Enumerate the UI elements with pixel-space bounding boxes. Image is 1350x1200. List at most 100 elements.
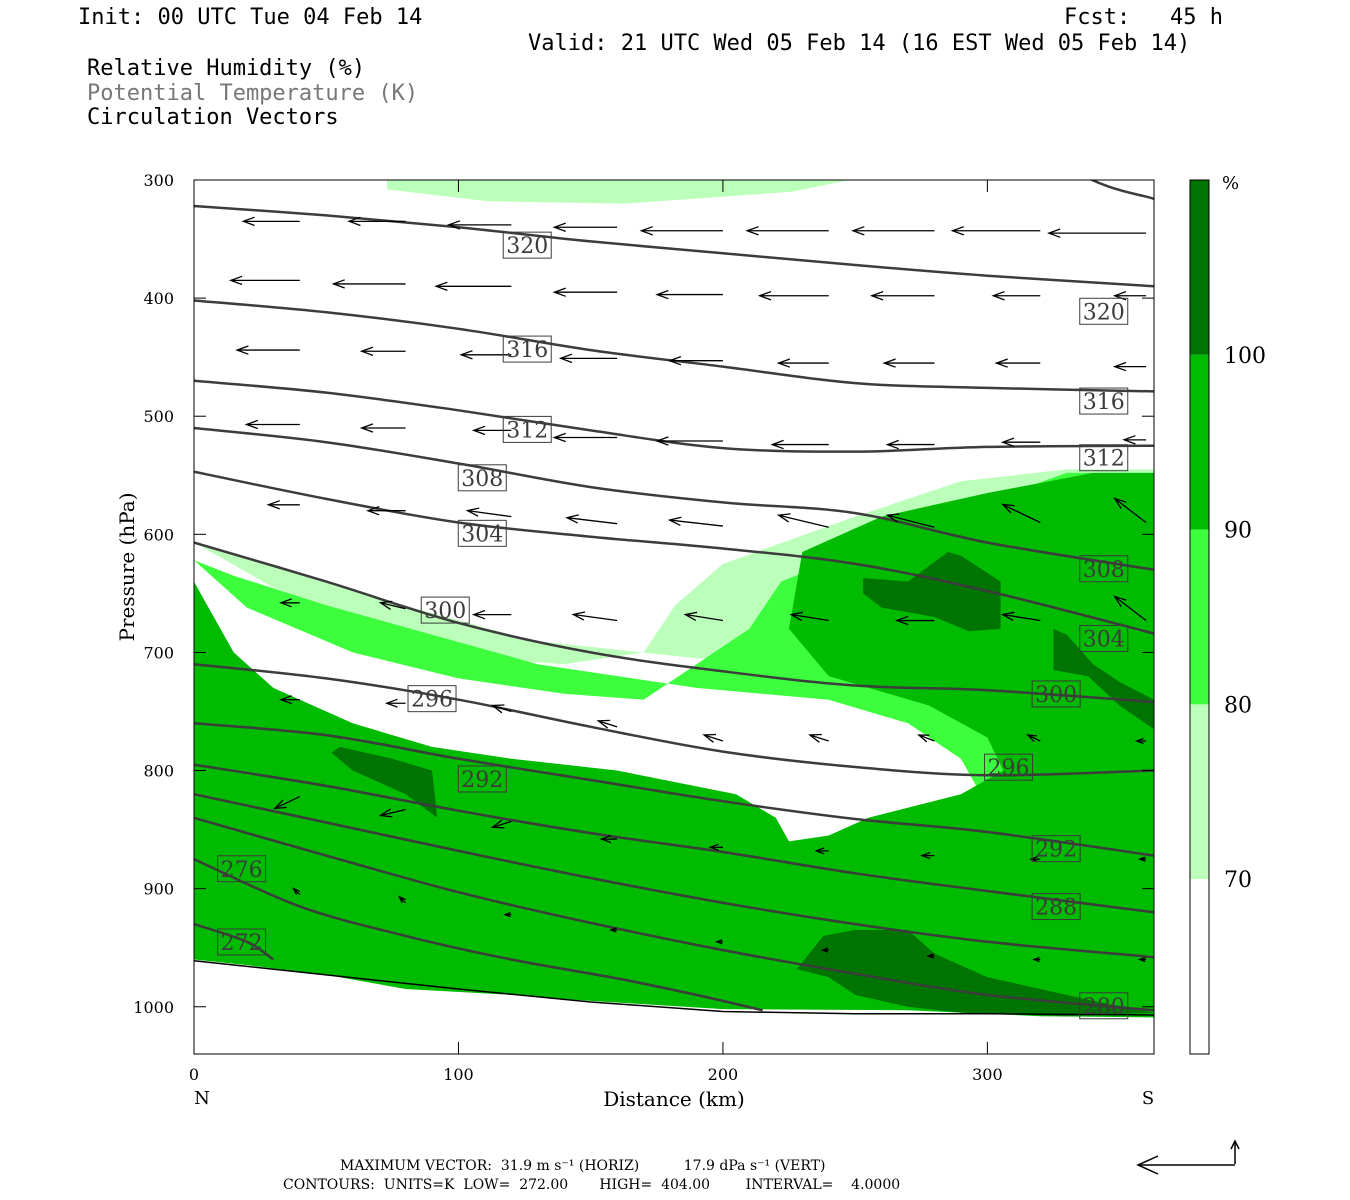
y-tick-label: 800 xyxy=(143,762,174,781)
theta-label-280-17: 280 xyxy=(1079,992,1129,1020)
circulation-vector-38 xyxy=(1000,437,1041,447)
vector-head xyxy=(471,609,486,620)
vector-shaft xyxy=(274,795,301,810)
vector-shaft xyxy=(566,517,618,525)
circulation-vector-20 xyxy=(125,344,194,352)
vector-head xyxy=(266,500,280,510)
theta-label-text: 320 xyxy=(506,234,548,259)
vector-shaft xyxy=(1114,596,1147,622)
contours-note: CONTOURS: UNITS=K LOW= 272.00 HIGH= 404.… xyxy=(283,1177,901,1193)
circulation-vector-24 xyxy=(558,353,618,364)
circulation-vector-72 xyxy=(814,847,829,855)
theta-contour-288-9 xyxy=(194,763,1154,914)
circulation-vector-47 xyxy=(1000,503,1041,524)
theta-label-box xyxy=(1079,555,1129,583)
circulation-vector-75 xyxy=(1137,856,1147,862)
vector-head xyxy=(571,611,586,621)
plot-area: 3203203163163123123083083043043003002962… xyxy=(125,180,1154,1020)
circulation-vector-5 xyxy=(639,226,723,236)
vector-head xyxy=(770,439,784,450)
circulation-vector-84 xyxy=(1137,956,1147,963)
vector-head xyxy=(273,799,287,810)
colorbar-level-label: 90 xyxy=(1224,519,1252,544)
vector-head xyxy=(667,516,682,526)
vector-head xyxy=(994,358,1008,368)
colorbar-unit: % xyxy=(1222,173,1239,194)
y-tick-label: 900 xyxy=(143,880,174,899)
circulation-vector-82 xyxy=(926,953,935,959)
vector-shaft xyxy=(492,704,512,713)
vector-head xyxy=(869,290,884,301)
vector-head xyxy=(596,719,611,729)
y-tick-label: 300 xyxy=(143,171,174,190)
vector-head xyxy=(235,345,249,355)
colorbar-level-label: 80 xyxy=(1224,693,1252,718)
circulation-vector-41 xyxy=(366,505,406,516)
vector-shaft xyxy=(492,820,512,828)
colorbar-segment xyxy=(1190,704,1209,880)
vector-head xyxy=(926,953,934,959)
theta-contour-284-10 xyxy=(194,792,1154,959)
vector-head xyxy=(244,419,259,430)
vector-head xyxy=(599,834,612,844)
vector-head xyxy=(885,439,899,450)
circulation-vector-33 xyxy=(471,425,512,436)
circulation-vector-39 xyxy=(1122,435,1147,445)
circulation-vector-58 xyxy=(279,695,300,705)
vector-head xyxy=(552,287,566,297)
circulation-vector-23 xyxy=(459,350,512,360)
theta-label-text: 316 xyxy=(1083,390,1125,415)
rh-region-100-4 xyxy=(331,746,438,818)
theta-label-308-7: 308 xyxy=(1079,555,1129,583)
ground-line xyxy=(194,959,1154,1016)
vector-head xyxy=(1113,595,1127,608)
rh-region-100-7 xyxy=(797,930,1154,1017)
circulation-vector-7 xyxy=(851,226,935,236)
vector-head xyxy=(1134,737,1144,745)
vector-head xyxy=(702,733,717,743)
vector-head xyxy=(552,222,566,233)
vector-head xyxy=(490,704,505,714)
vector-shaft xyxy=(685,613,724,622)
theta-contour-276-12 xyxy=(194,857,763,1012)
theta-label-300-11: 300 xyxy=(1031,680,1081,708)
theta-label-box xyxy=(457,519,507,547)
vector-shaft xyxy=(809,734,829,742)
vector-shaft xyxy=(1002,613,1041,622)
theta-label-288-16: 288 xyxy=(1031,893,1081,921)
circulation-vector-40 xyxy=(266,500,300,510)
theta-label-text: 296 xyxy=(988,756,1030,781)
vector-shaft xyxy=(1002,503,1041,524)
circulation-vector-2 xyxy=(347,216,406,227)
theta-label-text: 308 xyxy=(1083,558,1125,583)
circulation-vector-17 xyxy=(869,290,935,301)
circulation-vector-26 xyxy=(776,358,829,368)
theta-label-box xyxy=(1079,624,1129,652)
plot-frame xyxy=(193,179,1155,1055)
circulation-vector-15 xyxy=(655,289,723,300)
theta-label-box xyxy=(1079,297,1129,325)
theta-label-text: 292 xyxy=(461,768,503,793)
colorbar-level-label: 100 xyxy=(1224,344,1266,369)
theta-label-box xyxy=(502,415,552,443)
theta-label-box xyxy=(502,335,552,363)
theta-label-text: 312 xyxy=(506,418,548,443)
theta-label-316-2: 316 xyxy=(502,335,552,363)
theta-label-text: 300 xyxy=(1035,683,1077,708)
circulation-vector-54 xyxy=(789,611,829,622)
vector-head xyxy=(1137,856,1146,862)
vector-head xyxy=(1137,956,1146,963)
vector-head xyxy=(882,358,896,368)
vector-head xyxy=(503,911,511,918)
circulation-vector-48 xyxy=(1113,497,1147,524)
vector-shaft xyxy=(918,734,935,742)
vector-head xyxy=(228,275,243,286)
vector-shaft xyxy=(703,734,724,742)
circulation-vector-60 xyxy=(490,704,512,714)
circulation-vector-14 xyxy=(552,287,618,297)
vector-head xyxy=(1112,361,1127,372)
theta-label-text: 280 xyxy=(1083,995,1125,1020)
vector-head xyxy=(639,226,653,236)
circulation-vector-1 xyxy=(241,216,300,227)
